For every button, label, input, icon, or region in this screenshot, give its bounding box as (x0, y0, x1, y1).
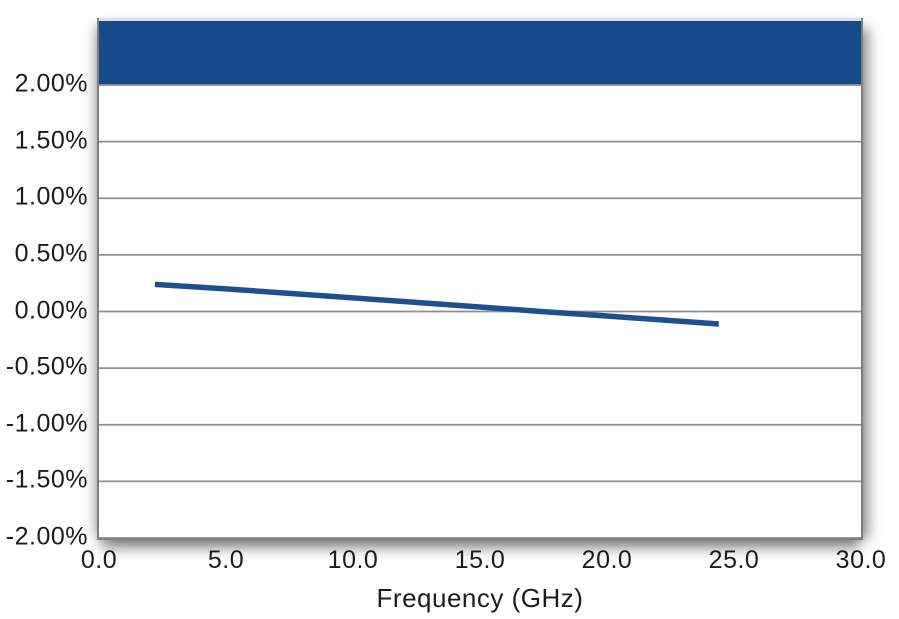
y-tick-label: 1.00% (14, 182, 88, 211)
x-tick-label: 5.0 (207, 546, 245, 574)
chart-canvas (99, 84, 861, 538)
y-tick-label: -0.50% (5, 352, 88, 381)
data-line (154, 281, 719, 327)
y-tick-label: -1.50% (5, 465, 88, 494)
x-tick-label: 20.0 (581, 546, 633, 574)
y-tick-label: -2.00% (5, 522, 88, 551)
x-axis-title: Frequency (GHz) (376, 583, 584, 613)
y-tick-label: 0.00% (14, 295, 88, 324)
y-tick-label: 1.50% (14, 125, 88, 154)
x-tick-label: 10.0 (327, 546, 379, 574)
x-tick-label: 30.0 (835, 546, 887, 574)
y-tick-label: 0.50% (14, 239, 88, 268)
x-tick-label: 25.0 (708, 546, 760, 574)
header-banner (99, 18, 861, 85)
x-tick-label: 15.0 (454, 546, 506, 574)
plot-area (97, 18, 863, 540)
y-tick-label: 2.00% (14, 69, 88, 98)
x-tick-label: 0.0 (80, 546, 118, 574)
y-tick-label: -1.00% (5, 409, 88, 438)
